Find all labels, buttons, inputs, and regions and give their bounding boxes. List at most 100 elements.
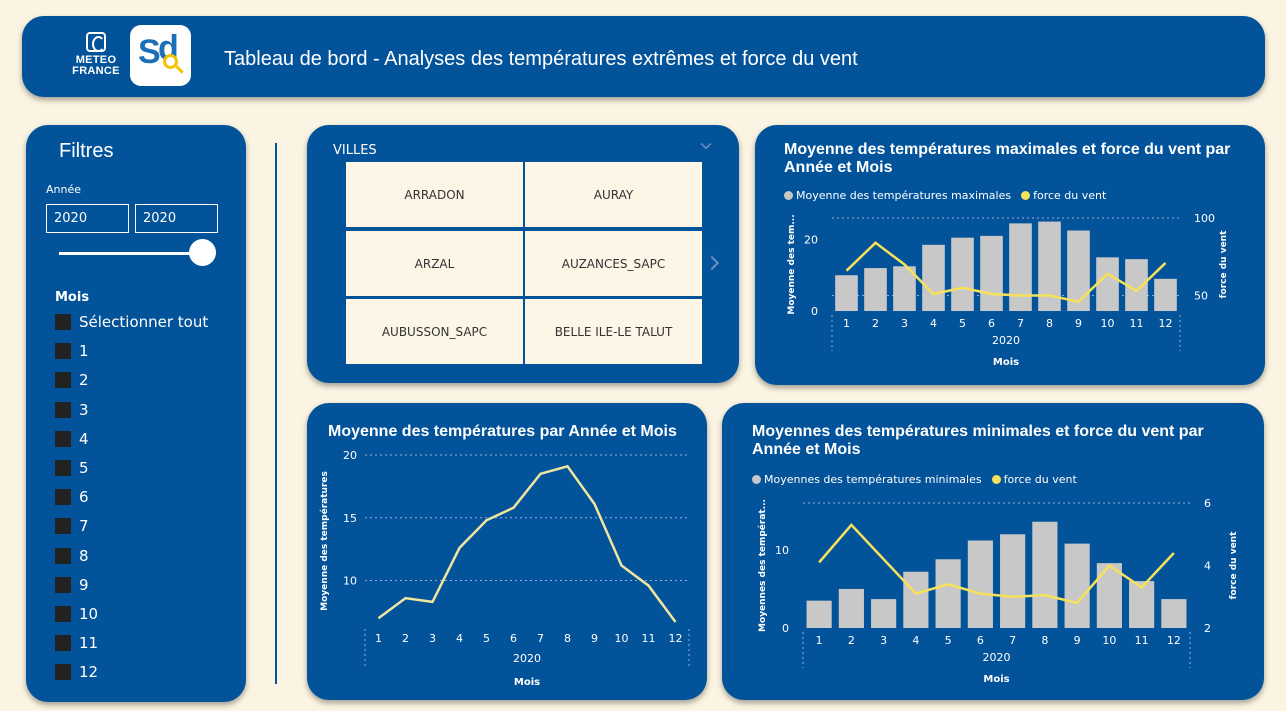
y-tick-label: 10: [775, 544, 789, 557]
bar: [1125, 259, 1148, 311]
y-tick-label: 20: [343, 449, 357, 462]
x-tick-label: 3: [880, 634, 887, 647]
city-tile[interactable]: ARZAL: [346, 231, 523, 296]
x-tick-label: 1: [843, 317, 850, 330]
x-tick-label: 5: [483, 632, 490, 645]
x-tick-label: 1: [816, 634, 823, 647]
bar: [1064, 543, 1090, 628]
filters-title: Filtres: [59, 140, 114, 162]
x-tick-label: 10: [615, 632, 629, 645]
checkbox-icon[interactable]: [55, 460, 71, 476]
x-tick-label: 12: [669, 632, 683, 645]
x-axis-title: Mois: [993, 357, 1019, 368]
filters-panel: Filtres Année 2020 2020 Mois Sélectionne…: [26, 125, 246, 702]
month-label: Mois: [55, 290, 90, 305]
chart-legend: Moyennes des températures minimales forc…: [752, 473, 1083, 486]
bar: [1000, 534, 1026, 628]
min-temp-wind-chart: Moyennes des températures minimales et f…: [722, 403, 1264, 700]
chart-legend: Moyenne des températures maximales force…: [784, 189, 1112, 202]
x-tick-label: 11: [1130, 317, 1144, 330]
year-slider-handle[interactable]: [189, 239, 216, 266]
bar: [967, 540, 993, 628]
x-tick-label: 9: [1075, 317, 1082, 330]
year-label: Année: [46, 183, 82, 196]
checkbox-icon[interactable]: [55, 664, 71, 681]
y2-tick-label: 50: [1194, 290, 1208, 303]
bar: [1032, 521, 1058, 628]
year-slider-track[interactable]: [59, 252, 209, 255]
legend-item: Moyenne des températures maximales: [796, 189, 1012, 202]
bar: [806, 600, 832, 628]
checkbox-icon[interactable]: [55, 430, 71, 447]
checkbox-icon[interactable]: [55, 343, 71, 360]
x-tick-label: 6: [510, 632, 517, 645]
x-tick-label: 1: [375, 632, 382, 645]
y2-tick-label: 2: [1204, 622, 1211, 635]
x-tick-label: 7: [1009, 634, 1016, 647]
villes-title: VILLES: [333, 143, 377, 158]
max-temp-wind-chart: Moyenne des températures maximales et fo…: [755, 125, 1265, 385]
meteo-france-mark-icon: [86, 32, 106, 52]
bar: [951, 237, 974, 311]
x-tick-label: 2: [402, 632, 409, 645]
x-tick-label: 4: [912, 634, 919, 647]
checkbox-label: 7: [79, 517, 89, 536]
checkbox-icon[interactable]: [55, 314, 71, 330]
city-tile[interactable]: AUZANCES_SAPC: [525, 231, 702, 296]
checkbox-label: 1: [79, 342, 89, 361]
city-tile[interactable]: ARRADON: [346, 162, 523, 227]
bar: [1038, 221, 1061, 311]
checkbox-label: 4: [79, 429, 89, 448]
year-from-input[interactable]: 2020: [46, 204, 129, 233]
chevron-down-icon[interactable]: [700, 138, 712, 150]
bar: [1009, 223, 1032, 311]
bar: [1154, 278, 1177, 311]
y-tick-label: 20: [804, 233, 818, 246]
x-tick-label: 6: [988, 317, 995, 330]
bar: [935, 559, 961, 628]
bar: [980, 235, 1003, 311]
x-tick-label: 10: [1101, 317, 1115, 330]
city-tile[interactable]: AUBUSSON_SAPC: [346, 299, 523, 364]
chevron-right-icon[interactable]: [704, 255, 720, 271]
bar: [835, 275, 858, 311]
checkbox-icon[interactable]: [55, 635, 71, 652]
x-tick-label: 3: [901, 317, 908, 330]
legend-item: force du vent: [1033, 189, 1107, 202]
x-tick-label: 6: [977, 634, 984, 647]
checkbox-icon[interactable]: [55, 518, 71, 535]
legend-item: Moyennes des températures minimales: [764, 473, 982, 486]
checkbox-icon[interactable]: [55, 606, 71, 622]
meteo-france-logo: METEO FRANCE: [68, 32, 124, 82]
x-tick-label: 2: [872, 317, 879, 330]
x-group-label: 2020: [992, 334, 1020, 347]
y2-tick-label: 100: [1194, 212, 1215, 225]
checkbox-icon[interactable]: [55, 547, 71, 564]
x-tick-label: 4: [456, 632, 463, 645]
avg-series-line: [377, 464, 677, 623]
bar: [1129, 581, 1155, 628]
y-tick-label: 15: [343, 512, 357, 525]
checkbox-label: 9: [79, 575, 89, 594]
y-tick-label: 10: [343, 575, 357, 588]
checkbox-icon[interactable]: [55, 489, 71, 506]
x-tick-label: 8: [1041, 634, 1048, 647]
year-to-input[interactable]: 2020: [135, 204, 218, 233]
y-tick-label: 0: [782, 622, 789, 635]
x-tick-label: 2: [848, 634, 855, 647]
city-tile[interactable]: BELLE ILE-LE TALUT: [525, 299, 702, 364]
checkbox-icon[interactable]: [55, 401, 71, 418]
checkbox-icon[interactable]: [55, 372, 71, 389]
y-axis-title: Moyennes des températ...: [757, 499, 768, 632]
checkbox-icon[interactable]: [55, 576, 71, 593]
bar: [922, 244, 945, 311]
city-tile[interactable]: AURAY: [525, 162, 702, 227]
villes-slicer: VILLES ARRADON AURAY ARZAL AUZANCES_SAPC…: [307, 125, 739, 383]
checkbox-label: 12: [79, 663, 99, 682]
x-tick-label: 12: [1167, 634, 1181, 647]
x-tick-label: 5: [959, 317, 966, 330]
checkbox-label: 11: [79, 634, 99, 653]
wind-series-line: [818, 523, 1175, 605]
